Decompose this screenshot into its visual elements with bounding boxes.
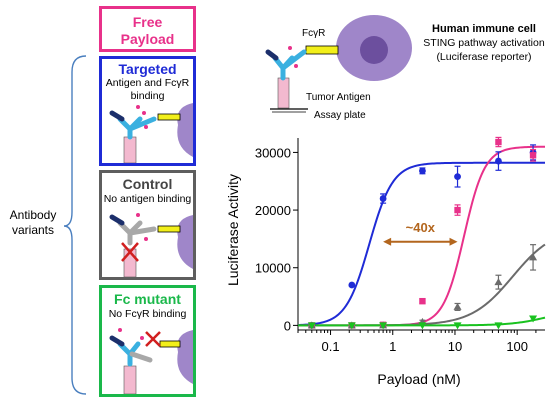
y-tick-label: 10000 <box>255 261 291 276</box>
data-point <box>379 195 387 202</box>
y-axis-label: Luciferase Activity <box>225 174 241 286</box>
x-tick-label: 1 <box>389 339 396 354</box>
series-curve-2 <box>298 243 546 327</box>
panel-targeted-title: Targeted <box>118 61 177 77</box>
panel-control: Control No antigen binding <box>99 170 196 280</box>
series-curve-0 <box>297 161 545 327</box>
x-axis-label: Payload (nM) <box>377 371 460 387</box>
data-point <box>495 157 502 165</box>
fold-shift-annotation: ~40x <box>383 220 458 246</box>
antibody-fc-mutant-illustration <box>109 328 193 394</box>
y-tick-label: 0 <box>284 318 291 333</box>
chart-marks <box>307 136 538 330</box>
data-point <box>379 322 388 330</box>
dose-response-chart: 0 10000 20000 30000 0.1 1 10 100 Luciferase Act… <box>225 136 546 387</box>
panel-targeted-subtitle: Antigen and FcγR binding <box>105 77 190 102</box>
data-point <box>307 322 316 330</box>
x-tick-label: 100 <box>506 339 528 354</box>
data-point <box>419 167 426 175</box>
panel-fc-mutant-subtitle: No FcγR binding <box>108 308 187 320</box>
tumor-antigen-label: Tumor Antigen <box>306 92 371 103</box>
x-tick-label: 10 <box>448 339 462 354</box>
data-point <box>454 173 461 181</box>
data-point <box>454 206 461 214</box>
data-point <box>494 322 503 330</box>
panel-targeted: Targeted Antigen and FcγR binding <box>99 56 196 166</box>
free-payload-label: Free Payload <box>120 14 175 47</box>
cell-title: Human immune cell <box>432 23 536 35</box>
annotation-arrow-head-left <box>383 237 392 246</box>
no-binding-cross-icon <box>121 242 139 262</box>
assay-schematic: FcγR Tumor Antigen Assay plate Human imm… <box>265 15 545 121</box>
antibody-variants-label: Antibody variants <box>9 208 57 237</box>
data-point <box>419 297 426 305</box>
antibody-targeted-illustration <box>109 103 193 163</box>
brace-icon <box>63 55 87 395</box>
panel-control-title: Control <box>122 176 173 192</box>
y-tick-label: 20000 <box>255 203 291 218</box>
panel-fc-mutant: Fc mutant No FcγR binding <box>99 285 196 397</box>
no-fc-binding-cross-icon <box>145 331 161 347</box>
data-point <box>494 278 503 286</box>
fcgr-label: FcγR <box>302 28 325 39</box>
annotation-arrow-head-right <box>449 237 458 246</box>
fcgr-receptor-icon <box>305 45 339 55</box>
free-payload-box: Free Payload <box>99 6 196 52</box>
data-point <box>348 281 356 289</box>
tumor-antigen-icon <box>277 77 290 109</box>
assay-plate-label: Assay plate <box>314 110 366 121</box>
panel-control-subtitle: No antigen binding <box>103 193 192 205</box>
y-tick-label: 30000 <box>255 145 291 160</box>
panel-fc-mutant-title: Fc mutant <box>114 291 181 307</box>
chart-axes: 0 10000 20000 30000 0.1 1 10 100 <box>255 138 545 354</box>
x-tick-label: 0.1 <box>321 339 339 354</box>
cell-line1: STING pathway activation <box>423 37 545 49</box>
data-point <box>529 152 537 159</box>
data-point <box>347 322 356 330</box>
data-point <box>529 315 538 323</box>
antibody-control-illustration <box>109 213 193 277</box>
data-point <box>453 322 462 330</box>
cell-line2: (Luciferase reporter) <box>436 51 531 63</box>
annotation-label: ~40x <box>406 220 436 235</box>
data-point <box>418 322 427 330</box>
data-point <box>495 138 502 146</box>
data-point <box>529 253 538 261</box>
data-point <box>453 302 462 310</box>
